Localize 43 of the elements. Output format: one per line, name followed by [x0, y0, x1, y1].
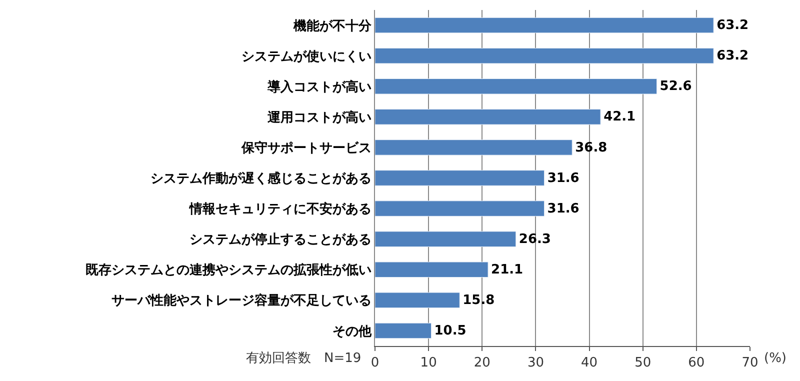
- data-label: 15.8: [462, 293, 495, 308]
- y-tick-label: 機能が不十分: [292, 18, 372, 34]
- y-tick-label: システムが停止することがある: [189, 232, 372, 248]
- x-tick-label: 20: [474, 356, 490, 371]
- data-label: 26.3: [518, 232, 551, 247]
- x-axis-title: (%): [764, 351, 786, 366]
- bar: [375, 78, 658, 94]
- x-tick-label: 50: [634, 356, 652, 371]
- y-tick-label: システム作動が遅く感じることがある: [150, 170, 372, 187]
- bar: [375, 48, 714, 64]
- bar: [375, 170, 545, 186]
- data-label: 10.5: [434, 324, 466, 339]
- bar: [375, 109, 601, 125]
- y-tick-label: 運用コストが高い: [266, 109, 372, 126]
- x-tick-label: 10: [420, 356, 437, 371]
- y-tick-label: 既存システムとの連携やシステムの拡張性が低い: [85, 262, 372, 278]
- bar: [375, 140, 572, 156]
- text: 有効回答数 N=19: [246, 351, 362, 366]
- data-label: 42.1: [604, 110, 636, 125]
- data-label: 52.6: [660, 79, 692, 94]
- y-tick-label: 導入コストが高い: [266, 78, 372, 95]
- data-label: 63.2: [716, 18, 749, 34]
- bar: [375, 200, 545, 216]
- data-label: 21.1: [491, 262, 524, 278]
- bar: [375, 262, 488, 278]
- bar: [375, 17, 714, 34]
- data-label: 63.2: [716, 48, 749, 64]
- bar: [375, 292, 460, 308]
- y-tick-label: サーバ性能やストレージ容量が不足している: [111, 292, 372, 309]
- x-tick-label: 70: [742, 356, 758, 371]
- y-tick-label: 保守サポートサービス: [240, 140, 372, 156]
- bar: [375, 322, 432, 339]
- x-tick-label: 40: [581, 356, 598, 371]
- y-tick-label: 情報セキュリティに不安がある: [188, 201, 372, 218]
- y-tick-label: システムが使いにくい: [241, 49, 372, 64]
- bar: [375, 231, 516, 247]
- x-tick-label: 30: [527, 356, 544, 371]
- x-tick-label: 0: [370, 356, 380, 371]
- y-tick-label: その他: [332, 324, 372, 340]
- data-label: 36.8: [575, 140, 608, 156]
- x-tick-label: 60: [688, 356, 705, 371]
- data-label: 31.6: [547, 170, 580, 186]
- data-label: 31.6: [547, 201, 580, 216]
